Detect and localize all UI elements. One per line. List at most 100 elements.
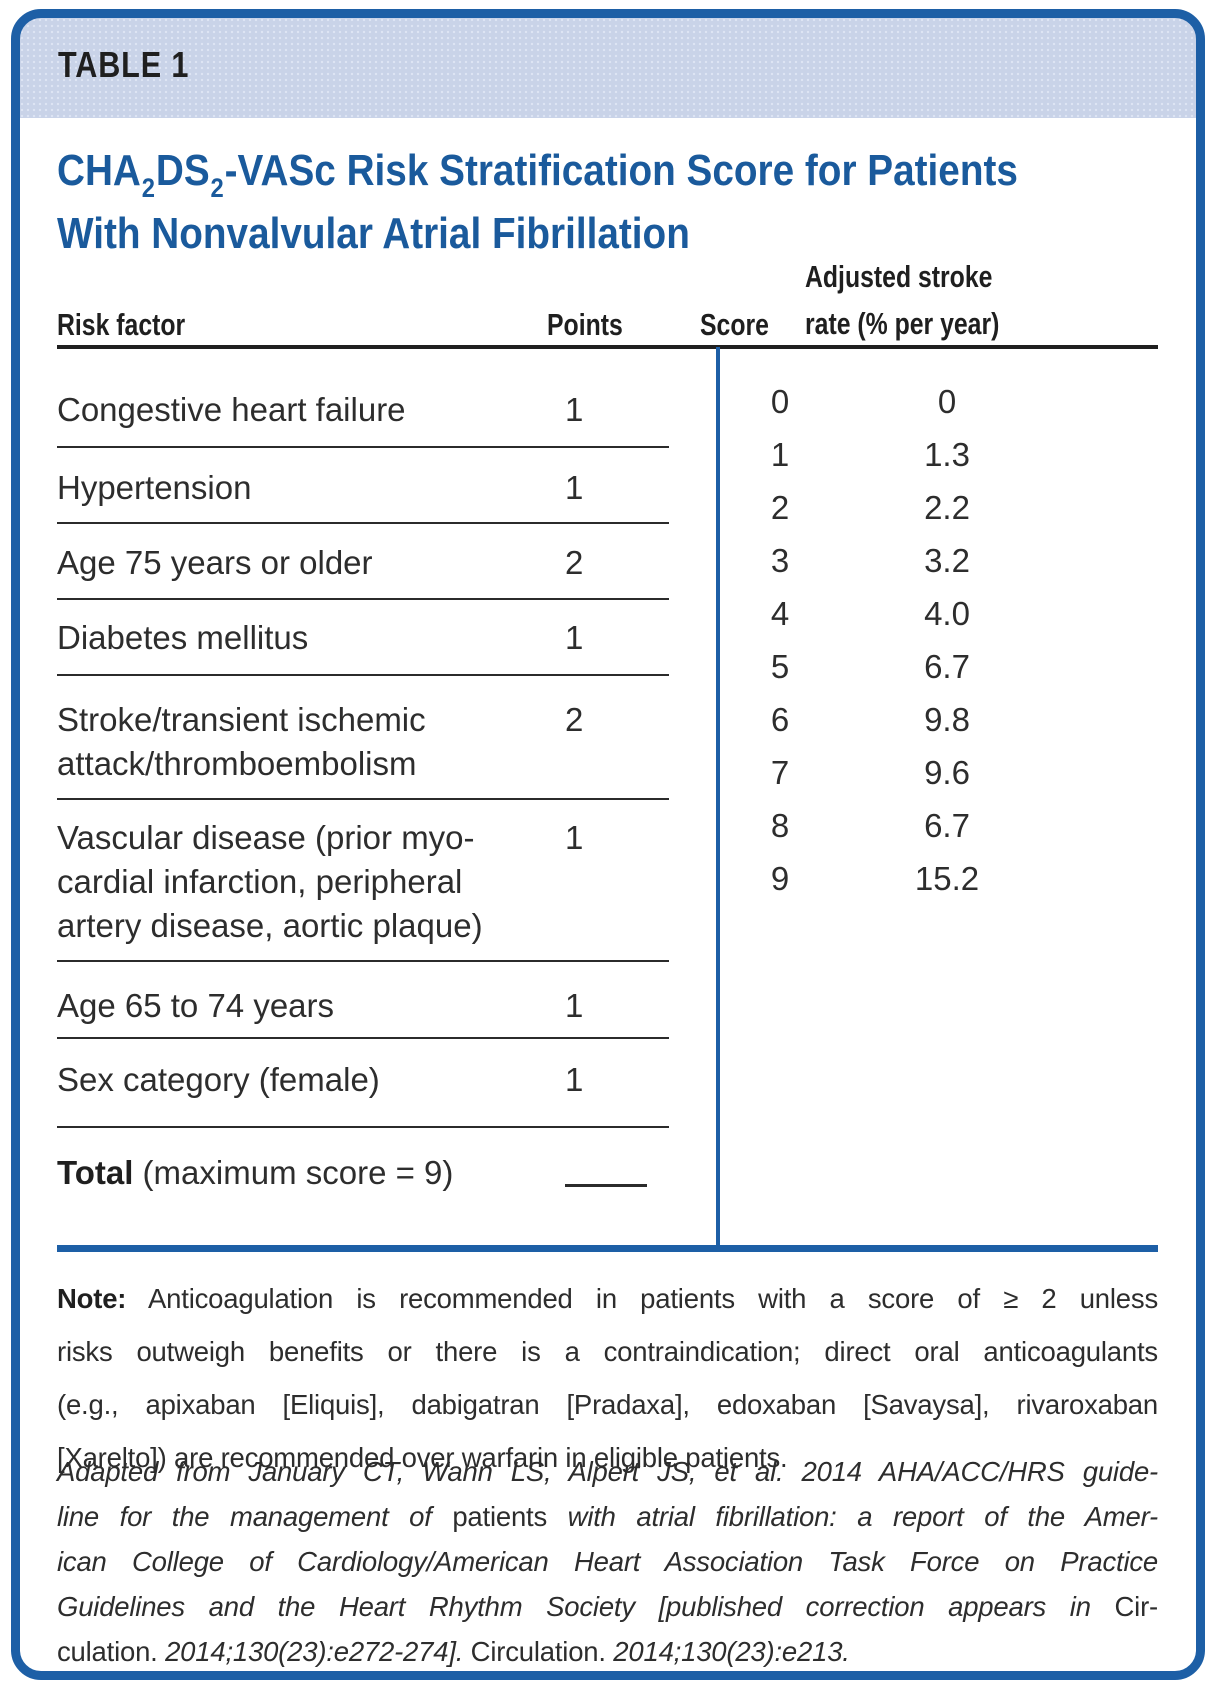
stroke-rate-value: 15.2 (914, 860, 980, 897)
citation-line: Adapted from January CT, Wann LS, Alpert… (57, 1456, 1158, 1487)
citation-line: Guidelines and the Heart Rhythm Society … (57, 1584, 1158, 1629)
risk-factor-row: Age 65 to 74 years (57, 984, 557, 1028)
row-separator (57, 1037, 669, 1039)
row-separator (57, 598, 669, 600)
row-separator (57, 960, 669, 962)
score-rate-row: 1 1.3 (717, 436, 1032, 489)
risk-factor-text: Vascular disease (prior myo- (57, 819, 475, 856)
citation-text-roman: patients (452, 1501, 548, 1532)
score-rate-row: 6 9.8 (717, 701, 1032, 754)
score-rate-row: 9 15.2 (717, 860, 1032, 913)
score-value: 1 (770, 436, 790, 473)
score-value: 8 (770, 807, 790, 844)
header-rule (57, 345, 1158, 349)
stroke-rate-value: 9.8 (924, 701, 970, 738)
citation-paragraph: Adapted from January CT, Wann LS, Alpert… (57, 1449, 1158, 1674)
citation-text-roman: culation. (57, 1636, 166, 1667)
footer-rule (57, 1245, 1158, 1252)
score-rate-row: 3 3.2 (717, 542, 1032, 595)
total-points-blank (565, 1184, 647, 1187)
score-value: 0 (770, 383, 790, 420)
stroke-rate-value: 0 (937, 383, 957, 420)
points-value: 1 (565, 619, 584, 656)
risk-factor-text: artery disease, aortic plaque) (57, 907, 483, 944)
note-line: (e.g., apixaban [Eliquis], dabigatran [P… (57, 1389, 1158, 1420)
citation-text-roman: Cir- (1114, 1591, 1159, 1622)
title-text-part: -VASc Risk Stratification Score for Pati… (224, 146, 1018, 195)
table-label: TABLE 1 (58, 44, 190, 85)
score-value: 3 (770, 542, 790, 579)
risk-factor-text: Hypertension (57, 469, 252, 506)
stroke-rate-value: 3.2 (924, 542, 970, 579)
table-panel-background (11, 9, 1205, 1680)
points-value: 2 (565, 544, 584, 581)
score-rate-row: 2 2.2 (717, 489, 1032, 542)
note-line: risks outweigh benefits or there is a co… (57, 1336, 1158, 1367)
row-separator (57, 798, 669, 800)
note-text: Anticoagulation is recommended in patien… (126, 1283, 1158, 1314)
score-value: 9 (770, 860, 790, 897)
stroke-rate-value: 6.7 (924, 807, 970, 844)
citation-line: ican College of Cardiology/American Hear… (57, 1546, 1158, 1577)
title-line-1: CHA2DS2-VASc Risk Stratification Score f… (57, 142, 1018, 205)
points-value: 1 (565, 987, 584, 1024)
stroke-rate-value: 2.2 (924, 489, 970, 526)
stroke-rate-value: 1.3 (924, 436, 970, 473)
citation-text: 2014;130(23):e272-274]. (165, 1636, 471, 1667)
score-rate-row: 5 6.7 (717, 648, 1032, 701)
citation-text: with atrial fibrillation: a report of th… (547, 1501, 1159, 1532)
score-value: 4 (770, 595, 790, 632)
risk-factor-text: Sex category (female) (57, 1061, 380, 1098)
risk-factor-text: cardial infarction, peripheral (57, 863, 463, 900)
column-divider (716, 347, 720, 1245)
score-rate-row: 7 9.6 (717, 754, 1032, 807)
points-value: 1 (565, 1061, 584, 1098)
risk-factor-text: Stroke/transient ischemic (57, 701, 426, 738)
risk-factor-row: Sex category (female) (57, 1058, 557, 1102)
column-header-stroke-rate: Adjusted stroke rate (% per year) (805, 253, 999, 347)
title-line-2: With Nonvalvular Atrial Fibrillation (57, 209, 690, 258)
row-separator (57, 1126, 669, 1128)
points-value: 1 (565, 819, 584, 856)
risk-factor-text: Diabetes mellitus (57, 619, 309, 656)
points-value: 1 (565, 469, 584, 506)
risk-factor-text: Congestive heart failure (57, 391, 406, 428)
title-text-part: DS (155, 146, 210, 195)
row-separator (57, 446, 669, 448)
title-subscript: 2 (141, 173, 155, 203)
total-row: Total (maximum score = 9) (57, 1154, 453, 1192)
score-value: 5 (770, 648, 790, 685)
risk-factor-row: Congestive heart failure (57, 388, 557, 432)
score-value: 2 (770, 489, 790, 526)
title-text-part: CHA (57, 146, 141, 195)
citation-text: line for the management of (57, 1501, 453, 1532)
note-paragraph: Note: Anticoagulation is recommended in … (57, 1272, 1158, 1484)
title-subscript: 2 (210, 173, 224, 203)
citation-text-roman: Circulation. (470, 1636, 614, 1667)
table-header-band (19, 17, 1197, 118)
note-line: Note: Anticoagulation is recommended in … (57, 1272, 1158, 1325)
note-line: [Xarelto]) are recommended over warfarin… (57, 1442, 788, 1473)
stroke-rate-value: 6.7 (924, 648, 970, 685)
risk-factor-row: Age 75 years or older (57, 541, 557, 585)
row-separator (57, 674, 669, 676)
risk-factor-row: Stroke/transient ischemic attack/thrombo… (57, 698, 557, 786)
note-label: Note: (57, 1283, 127, 1314)
column-header-score: Score (700, 307, 769, 342)
citation-line: culation. 2014;130(23):e272-274]. Circul… (57, 1629, 1158, 1674)
total-label-detail: (maximum score = 9) (133, 1154, 454, 1191)
column-header-points: Points (547, 307, 623, 342)
stroke-rate-value: 9.6 (924, 754, 970, 791)
score-rate-row: 8 6.7 (717, 807, 1032, 860)
risk-factor-text: Age 65 to 74 years (57, 987, 335, 1024)
stroke-rate-header-line-1: Adjusted stroke (805, 259, 993, 294)
risk-factor-row: Vascular disease (prior myo- cardial inf… (57, 816, 557, 948)
row-separator (57, 522, 669, 524)
risk-factor-row: Hypertension (57, 466, 557, 510)
total-label: Total (57, 1154, 134, 1191)
table-title: CHA2DS2-VASc Risk Stratification Score f… (57, 142, 1018, 262)
score-rate-row: 4 4.0 (717, 595, 1032, 648)
